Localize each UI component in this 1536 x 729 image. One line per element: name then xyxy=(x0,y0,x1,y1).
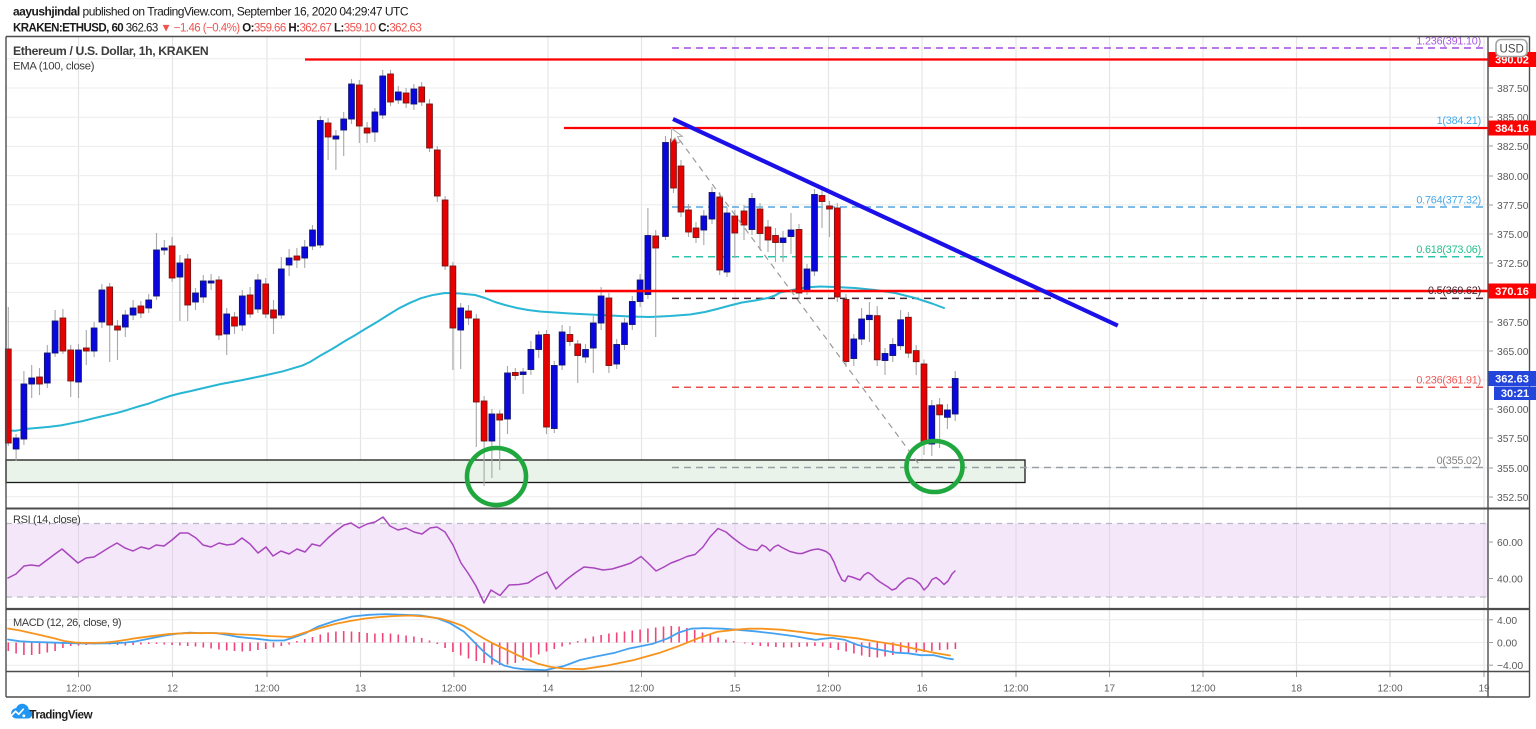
svg-text:30:21: 30:21 xyxy=(1501,388,1529,400)
svg-text:60.00: 60.00 xyxy=(1497,538,1523,549)
svg-text:380.00: 380.00 xyxy=(1497,172,1529,183)
svg-text:EMA (100, close): EMA (100, close) xyxy=(13,61,95,73)
svg-text:18: 18 xyxy=(1291,684,1303,695)
svg-text:1(384.21): 1(384.21) xyxy=(1437,115,1481,127)
svg-text:USD: USD xyxy=(1500,43,1524,55)
svg-text:40.00: 40.00 xyxy=(1497,575,1523,586)
svg-text:377.50: 377.50 xyxy=(1497,201,1529,212)
svg-text:362.63: 362.63 xyxy=(1495,374,1529,386)
svg-text:390.02: 390.02 xyxy=(1495,55,1529,67)
svg-text:12:00: 12:00 xyxy=(254,684,279,695)
svg-text:387.50: 387.50 xyxy=(1497,84,1529,95)
svg-text:0.618(373.06): 0.618(373.06) xyxy=(1416,244,1481,256)
svg-text:TradingView: TradingView xyxy=(30,710,93,722)
svg-text:360.00: 360.00 xyxy=(1497,405,1529,416)
svg-text:19: 19 xyxy=(1478,684,1490,695)
svg-text:367.50: 367.50 xyxy=(1497,318,1529,329)
svg-text:12:00: 12:00 xyxy=(629,684,654,695)
svg-text:15: 15 xyxy=(729,684,741,695)
svg-text:12:00: 12:00 xyxy=(66,684,91,695)
svg-text:12: 12 xyxy=(167,684,179,695)
svg-text:0.5(369.62): 0.5(369.62) xyxy=(1428,285,1481,297)
svg-text:365.00: 365.00 xyxy=(1497,347,1529,358)
svg-text:1.236(391.10): 1.236(391.10) xyxy=(1416,36,1481,48)
svg-text:4.00: 4.00 xyxy=(1497,616,1517,627)
svg-text:375.00: 375.00 xyxy=(1497,230,1529,241)
svg-text:385.00: 385.00 xyxy=(1497,113,1529,124)
svg-text:MACD (12, 26, close, 9): MACD (12, 26, close, 9) xyxy=(13,617,121,629)
svg-text:0(355.02): 0(355.02) xyxy=(1437,455,1481,467)
svg-text:16: 16 xyxy=(916,684,928,695)
svg-text:12:00: 12:00 xyxy=(816,684,841,695)
svg-text:355.00: 355.00 xyxy=(1497,464,1529,475)
svg-text:372.50: 372.50 xyxy=(1497,259,1529,270)
svg-text:12:00: 12:00 xyxy=(441,684,466,695)
svg-text:aayushjindal published on Trad: aayushjindal published on TradingView.co… xyxy=(13,5,409,19)
svg-text:370.16: 370.16 xyxy=(1495,286,1529,298)
svg-text:357.50: 357.50 xyxy=(1497,434,1529,445)
svg-text:14: 14 xyxy=(542,684,554,695)
svg-text:0.764(377.32): 0.764(377.32) xyxy=(1416,195,1481,207)
svg-text:−4.00: −4.00 xyxy=(1497,661,1523,672)
svg-text:RSI (14, close): RSI (14, close) xyxy=(13,514,81,526)
svg-text:384.16: 384.16 xyxy=(1495,123,1529,135)
svg-text:13: 13 xyxy=(355,684,367,695)
svg-text:0.236(361.91): 0.236(361.91) xyxy=(1416,375,1481,387)
svg-text:382.50: 382.50 xyxy=(1497,142,1529,153)
svg-text:12:00: 12:00 xyxy=(1003,684,1028,695)
svg-text:352.50: 352.50 xyxy=(1497,493,1529,504)
svg-text:17: 17 xyxy=(1104,684,1116,695)
svg-text:0.00: 0.00 xyxy=(1497,639,1517,650)
svg-text:12:00: 12:00 xyxy=(1190,684,1215,695)
svg-text:12:00: 12:00 xyxy=(1377,684,1402,695)
svg-text:Ethereum / U.S. Dollar, 1h, KR: Ethereum / U.S. Dollar, 1h, KRAKEN xyxy=(13,44,208,58)
svg-text:KRAKEN:ETHUSD, 60 362.63 ▼ −1.: KRAKEN:ETHUSD, 60 362.63 ▼ −1.46 (−0.4%)… xyxy=(13,23,421,35)
